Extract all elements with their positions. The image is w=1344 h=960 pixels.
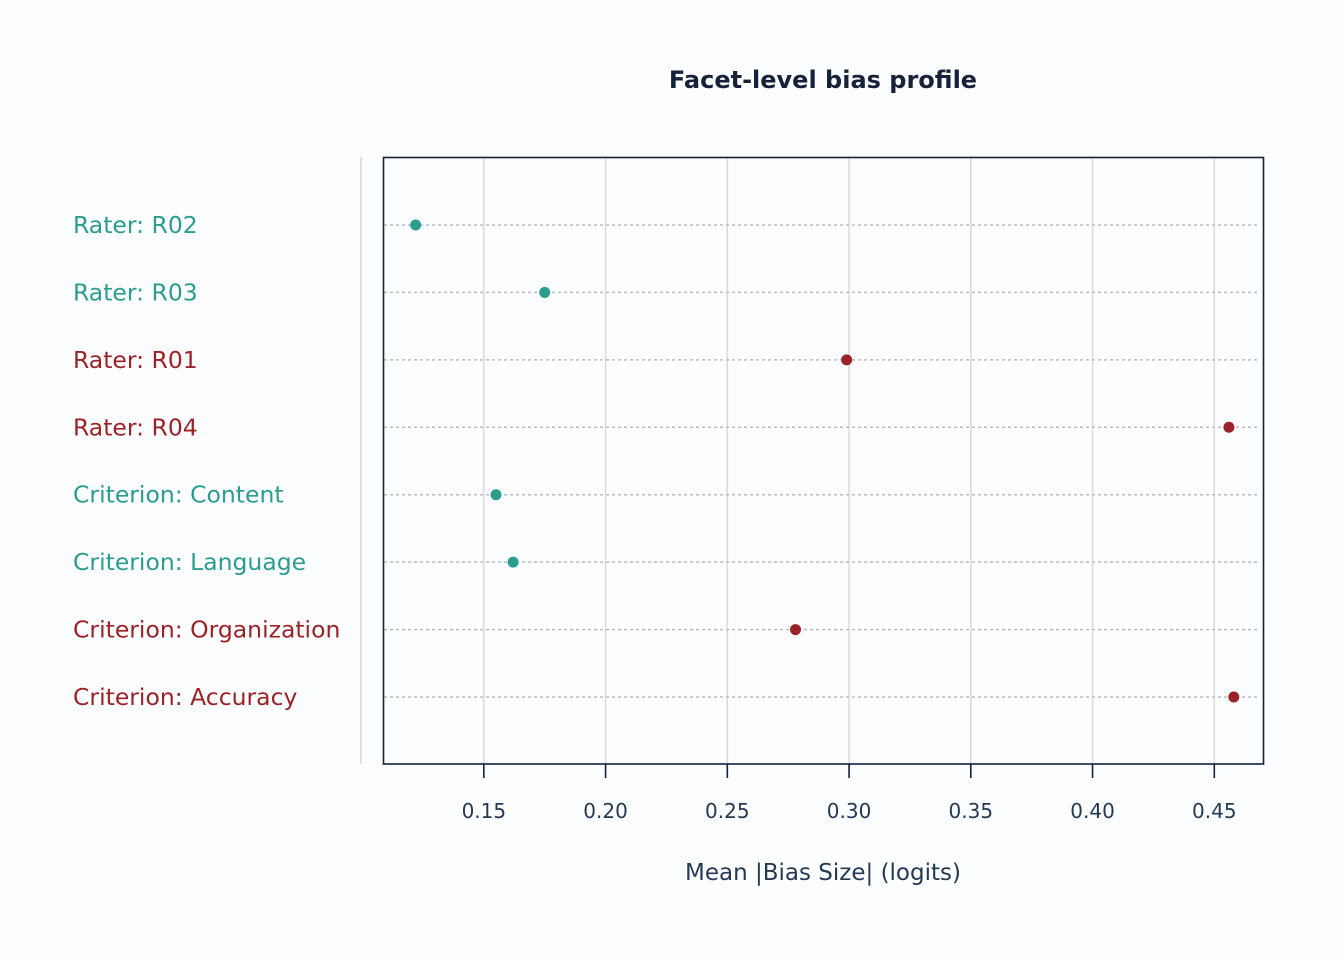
x-tick-label: 0.15 xyxy=(462,799,507,823)
data-point xyxy=(490,489,502,501)
data-point xyxy=(789,624,801,636)
data-point xyxy=(410,219,422,231)
data-point xyxy=(507,556,519,568)
x-axis-ticks: 0.15 0.20 0.25 0.30 0.35 0.40 0.45 xyxy=(462,764,1237,823)
x-tick-label: 0.45 xyxy=(1192,799,1237,823)
x-axis-label: Mean |Bias Size| (logits) xyxy=(685,860,961,886)
category-label: Criterion: Organization xyxy=(73,616,340,644)
data-point xyxy=(841,354,853,366)
data-point xyxy=(1223,421,1235,433)
row-guides xyxy=(384,224,1260,698)
data-point xyxy=(539,286,551,298)
x-tick-label: 0.25 xyxy=(705,799,750,823)
category-label: Criterion: Language xyxy=(73,548,306,576)
category-label: Rater: R02 xyxy=(73,211,198,239)
category-labels: Rater: R02 Rater: R03 Rater: R01 Rater: R04… xyxy=(73,211,340,711)
gridlines xyxy=(483,157,1216,764)
data-point xyxy=(1228,691,1240,703)
x-tick-label: 0.35 xyxy=(949,799,994,823)
category-label: Criterion: Content xyxy=(73,481,284,509)
plot-frame xyxy=(382,156,1265,765)
category-label: Rater: R01 xyxy=(73,346,198,374)
x-tick-label: 0.40 xyxy=(1070,799,1115,823)
x-tick-label: 0.20 xyxy=(583,799,628,823)
category-label: Criterion: Accuracy xyxy=(73,683,298,711)
data-points xyxy=(410,219,1240,703)
x-tick-label: 0.30 xyxy=(827,799,872,823)
category-label: Rater: R03 xyxy=(73,278,198,306)
chart-title: Facet-level bias profile xyxy=(669,66,977,94)
category-label: Rater: R04 xyxy=(73,413,198,441)
